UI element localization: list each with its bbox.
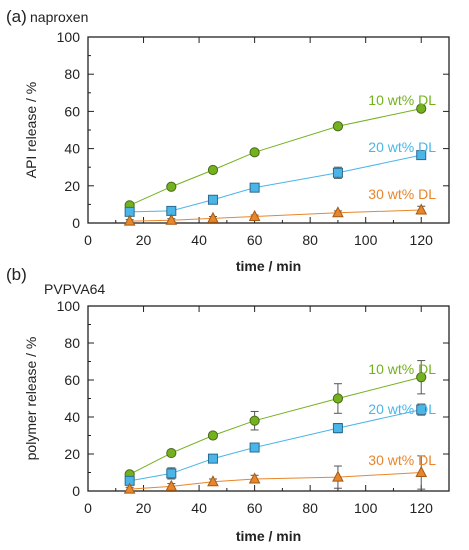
series-label: 20 wt% DL (368, 139, 436, 155)
data-point (332, 470, 344, 482)
data-point (416, 372, 427, 383)
y-tick-label: 20 (64, 178, 80, 194)
y-tick-label: 60 (64, 372, 80, 388)
x-axis-title: time / min (236, 258, 301, 274)
data-point (207, 211, 219, 223)
x-tick-label: 120 (410, 500, 434, 516)
series-label: 10 wt% DL (368, 361, 436, 377)
data-point (165, 213, 178, 225)
y-tick-label: 80 (64, 335, 80, 351)
data-point (207, 164, 219, 176)
series-label: 30 wt% DL (368, 186, 436, 202)
data-point (207, 453, 218, 464)
data-point (207, 194, 218, 205)
chart-panel-b: (b) PVPVA64 0 20 40 60 80 100 120 0 20 40 60 80 100 tim… (6, 265, 450, 544)
series-line (129, 108, 422, 206)
y-tick-label: 0 (72, 483, 80, 499)
data-point (166, 468, 177, 479)
data-point (415, 465, 428, 477)
y-axis-title: API release / % (23, 82, 39, 179)
y-tick-label: 0 (72, 215, 80, 231)
series-circle: 10 wt% DL (124, 360, 436, 480)
y-tick-label: 20 (64, 446, 80, 462)
y-tick-label: 60 (64, 103, 80, 119)
series-line (129, 409, 422, 482)
panel-label: (b) (6, 265, 27, 284)
x-tick-label: 60 (247, 232, 263, 248)
series-line (129, 472, 422, 490)
y-tick-label: 100 (57, 298, 81, 314)
y-tick-label: 40 (64, 409, 80, 425)
x-tick-label: 80 (302, 232, 318, 248)
y-axis-title: polymer release / % (23, 337, 39, 461)
x-tick-label: 0 (84, 500, 92, 516)
y-tick-label: 100 (57, 29, 81, 45)
data-point (249, 147, 260, 158)
data-point (123, 482, 136, 494)
data-point (165, 479, 178, 491)
data-point (332, 167, 343, 178)
chart-title: PVPVA64 (44, 281, 105, 297)
data-point (416, 404, 427, 415)
x-tick-label: 120 (410, 232, 434, 248)
data-point (248, 472, 261, 484)
data-point (249, 182, 260, 193)
chart-title: naproxen (30, 9, 88, 25)
data-point (416, 150, 427, 161)
data-point (166, 181, 177, 192)
x-tick-label: 20 (136, 232, 152, 248)
series-line (129, 376, 422, 475)
series-square: 20 wt% DL (124, 139, 436, 217)
x-tick-label: 40 (191, 500, 207, 516)
x-tick-label: 0 (84, 232, 92, 248)
data-point (166, 447, 177, 459)
y-tick-label: 80 (64, 66, 80, 82)
x-tick-label: 60 (247, 500, 263, 516)
x-tick-label: 100 (354, 232, 378, 248)
data-point (332, 121, 344, 132)
data-point (207, 475, 219, 487)
data-point (123, 214, 136, 226)
data-point (248, 209, 261, 221)
x-tick-label: 20 (136, 500, 152, 516)
series-label: 20 wt% DL (368, 401, 436, 417)
series-triangle: 30 wt% DL (123, 452, 436, 494)
data-point (249, 415, 260, 426)
x-tick-label: 80 (302, 500, 318, 516)
series-circle: 10 wt% DL (124, 92, 436, 211)
data-point (249, 442, 260, 453)
chart-panel-a: (a) naproxen 0 20 40 60 80 100 120 0 20 40 60 80 100 ti… (6, 7, 450, 274)
x-tick-label: 100 (354, 500, 378, 516)
panel-label: (a) (6, 7, 27, 26)
series-label: 10 wt% DL (368, 92, 436, 108)
data-point (332, 206, 344, 218)
series-label: 30 wt% DL (368, 452, 436, 468)
data-point (416, 103, 427, 114)
x-tick-label: 40 (191, 232, 207, 248)
data-point (332, 423, 343, 434)
series-triangle: 30 wt% DL (123, 186, 436, 226)
x-axis-title: time / min (236, 528, 301, 544)
series-line (129, 154, 422, 213)
series-line (129, 209, 422, 222)
data-point (207, 430, 219, 441)
series-square: 20 wt% DL (124, 401, 436, 486)
y-tick-label: 40 (64, 141, 80, 157)
data-point (415, 203, 428, 215)
data-point (332, 393, 344, 404)
